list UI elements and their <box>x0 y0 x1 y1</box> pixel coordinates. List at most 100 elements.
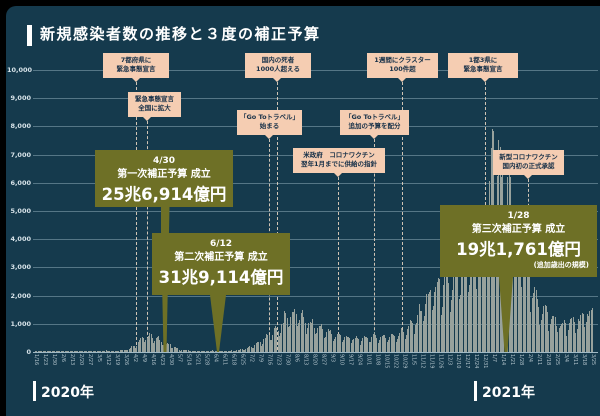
daily-cases-bar <box>579 321 581 352</box>
daily-cases-bar <box>119 350 121 352</box>
daily-cases-bar <box>250 346 252 352</box>
daily-cases-bar <box>427 294 429 352</box>
budget-annotation-box: 1/28 第三次補正予算 成立 19兆1,761億円 (追加歳出の規模) <box>440 205 597 277</box>
daily-cases-bar <box>363 336 365 352</box>
daily-cases-bar <box>239 349 241 352</box>
x-axis-tick-label: 2/20 <box>77 354 84 366</box>
daily-cases-bar <box>387 340 389 352</box>
x-axis-tick-label: 2/13 <box>68 354 75 366</box>
daily-cases-bar <box>214 350 216 352</box>
daily-cases-bar <box>352 340 353 352</box>
daily-cases-bar <box>223 350 225 352</box>
event-annotation-box: 1週間にクラスター 100件超 <box>367 53 438 82</box>
event-annotation-box: 緊急事態宣言 全国に拡大 <box>128 92 181 121</box>
daily-cases-bar <box>156 337 158 352</box>
daily-cases-bar <box>90 351 92 352</box>
annotation-pointer <box>481 78 489 82</box>
daily-cases-bar <box>404 339 406 352</box>
x-axis-tick-label: 3/26 <box>122 354 129 366</box>
daily-cases-bar <box>91 351 93 352</box>
daily-cases-bar <box>141 336 143 352</box>
x-axis-labels: 1/16 1/23 1/30 2/6 2/13 2/20 2/27 3/5 3/12 3/19 3/… <box>33 354 596 380</box>
daily-cases-bar <box>552 316 554 352</box>
daily-cases-bar <box>43 351 45 352</box>
gridline <box>33 295 598 297</box>
daily-cases-bar <box>97 351 99 352</box>
daily-cases-bar <box>249 346 251 352</box>
daily-cases-bar <box>536 299 538 352</box>
daily-cases-bar <box>534 286 536 352</box>
event-annotation-line: 始まる <box>259 122 280 131</box>
daily-cases-bar <box>458 299 460 352</box>
daily-cases-bar <box>450 299 452 352</box>
daily-cases-bar <box>592 308 593 352</box>
daily-cases-bar <box>35 351 36 352</box>
daily-cases-bar <box>355 336 357 352</box>
daily-cases-bar <box>453 274 455 352</box>
event-annotation-box: 7都府県に 緊急事態宣言 <box>103 53 169 82</box>
daily-cases-bar <box>70 351 72 352</box>
daily-cases-bar <box>373 332 375 352</box>
daily-cases-bar <box>566 335 568 352</box>
event-leader-line <box>402 82 403 350</box>
daily-cases-bar <box>79 351 81 352</box>
daily-cases-bar <box>449 311 451 352</box>
daily-cases-bar <box>248 346 250 352</box>
daily-cases-bar <box>413 333 415 352</box>
daily-cases-bar <box>208 350 210 352</box>
daily-cases-bar <box>430 289 432 352</box>
daily-cases-bar <box>462 260 464 352</box>
budget-date: 6/12 <box>209 239 233 249</box>
daily-cases-bar <box>385 337 387 352</box>
daily-cases-bar <box>67 351 69 352</box>
annotation-pointer <box>143 117 151 121</box>
x-axis-tick-label: 2/6 <box>59 354 66 363</box>
daily-cases-bar <box>151 338 153 352</box>
daily-cases-bar <box>354 337 356 352</box>
event-annotation-line: 1週間にクラスター <box>374 56 431 64</box>
x-axis-tick-label: 1/14 <box>500 354 507 366</box>
x-axis-tick-label: 9/10 <box>338 354 345 366</box>
daily-cases-bar <box>276 327 278 352</box>
daily-cases-bar <box>160 341 162 352</box>
daily-cases-bar <box>205 350 207 352</box>
daily-cases-bar <box>513 250 515 352</box>
daily-cases-bar <box>124 349 126 352</box>
daily-cases-bar <box>129 347 131 352</box>
daily-cases-bar <box>69 351 71 352</box>
daily-cases-bar <box>576 328 578 352</box>
year-label: 2020年 <box>41 385 94 401</box>
daily-cases-bar <box>209 350 211 352</box>
daily-cases-bar <box>267 334 269 352</box>
daily-cases-bar <box>56 351 58 352</box>
daily-cases-bar <box>54 351 56 352</box>
budget-date: 4/30 <box>152 156 176 166</box>
daily-cases-bar <box>64 351 66 352</box>
daily-cases-bar <box>457 271 459 352</box>
daily-cases-bar <box>402 329 404 352</box>
x-axis-tick-label: 1/28 <box>518 354 525 366</box>
daily-cases-bar <box>364 336 366 352</box>
daily-cases-bar <box>431 310 433 352</box>
x-axis-tick-label: 2/4 <box>527 354 534 363</box>
daily-cases-bar <box>532 292 534 352</box>
daily-cases-bar <box>283 310 285 352</box>
year-divider-bar <box>33 381 36 401</box>
daily-cases-bar <box>94 351 96 352</box>
daily-cases-bar <box>336 334 338 352</box>
daily-cases-bar <box>49 351 51 352</box>
daily-cases-bar <box>317 327 319 352</box>
daily-cases-bar <box>444 276 446 352</box>
daily-cases-bar <box>535 289 537 352</box>
daily-cases-bar <box>159 339 161 352</box>
daily-cases-bar <box>580 315 582 352</box>
x-axis-tick-label: 7/23 <box>275 354 282 366</box>
daily-cases-bar <box>372 333 374 352</box>
daily-cases-bar <box>486 237 488 352</box>
daily-cases-bar <box>140 338 142 352</box>
y-axis-tick-label: 6,000 <box>10 178 31 187</box>
x-axis-tick-label: 1/23 <box>41 354 48 366</box>
year-label: 2021年 <box>482 385 535 401</box>
daily-cases-bar <box>174 346 176 352</box>
daily-cases-bar <box>300 312 302 352</box>
